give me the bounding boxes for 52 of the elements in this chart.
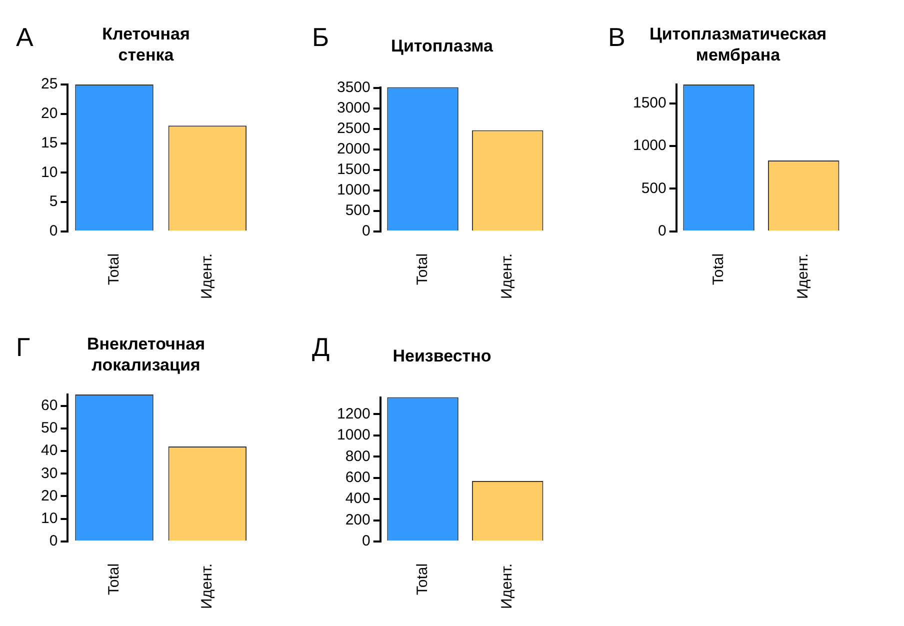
x-tick-label: Total: [414, 563, 431, 596]
y-tick-label: 3500: [336, 79, 370, 96]
y-tick-label: 1500: [336, 161, 370, 178]
x-tick-label: Total: [105, 253, 122, 286]
chart-title: Неизвестно: [392, 346, 492, 366]
y-tick-label: 500: [345, 202, 370, 220]
text: Г: [16, 332, 30, 362]
y-tick-label: 60: [40, 396, 58, 414]
y-tick-label: 1000: [632, 137, 666, 154]
y-tick-label: 20: [40, 105, 58, 122]
x-tick-label: Идент.: [498, 563, 516, 610]
y-tick-label: 40: [40, 442, 58, 460]
x-tick-label: Идент.: [498, 253, 516, 300]
y-tick-label: 1000: [336, 182, 370, 199]
y-tick-label: 25: [40, 76, 58, 93]
y-tick-label: 1500: [632, 94, 666, 112]
y-tick-label: 10: [40, 164, 58, 181]
y-tick-label: 2500: [336, 120, 370, 138]
y-tick-label: 15: [40, 134, 58, 152]
text: Б: [312, 22, 330, 52]
chart-title: Внеклеточная локализация: [86, 334, 206, 375]
y-tick-label: 50: [40, 420, 58, 437]
y-tick-label: 400: [345, 490, 370, 508]
x-tick-label: Идент.: [198, 563, 216, 610]
y-tick-label: 1000: [336, 426, 370, 444]
text: Д: [312, 332, 330, 362]
y-tick-label: 3000: [336, 100, 370, 117]
y-tick-label: 200: [345, 511, 370, 528]
x-tick-label: Total: [710, 253, 727, 286]
y-tick-label: 0: [362, 532, 370, 550]
y-tick-label: 0: [49, 222, 58, 240]
y-tick-label: 600: [345, 468, 370, 486]
y-tick-label: 2000: [336, 140, 370, 158]
y-tick-label: 0: [362, 222, 370, 240]
y-tick-label: 800: [345, 448, 370, 465]
x-tick-label: Идент.: [794, 253, 812, 300]
y-tick-label: 0: [658, 222, 666, 240]
y-tick-label: 5: [49, 193, 58, 210]
chart-title: Цитоплазматическая мембрана: [649, 24, 827, 65]
y-tick-label: 20: [40, 487, 58, 504]
y-tick-label: 10: [40, 510, 58, 527]
y-tick-label: 1200: [336, 405, 370, 422]
x-tick-label: Идент.: [198, 253, 216, 300]
text: В: [608, 22, 626, 52]
y-tick-label: 0: [49, 532, 58, 550]
x-tick-label: Total: [105, 563, 122, 596]
x-tick-label: Total: [414, 253, 431, 286]
y-tick-label: 500: [641, 180, 666, 197]
text: А: [16, 22, 34, 52]
chart-title: Цитоплазма: [391, 36, 494, 56]
y-tick-label: 30: [40, 464, 58, 482]
chart-title: Клеточная стенка: [102, 24, 190, 65]
